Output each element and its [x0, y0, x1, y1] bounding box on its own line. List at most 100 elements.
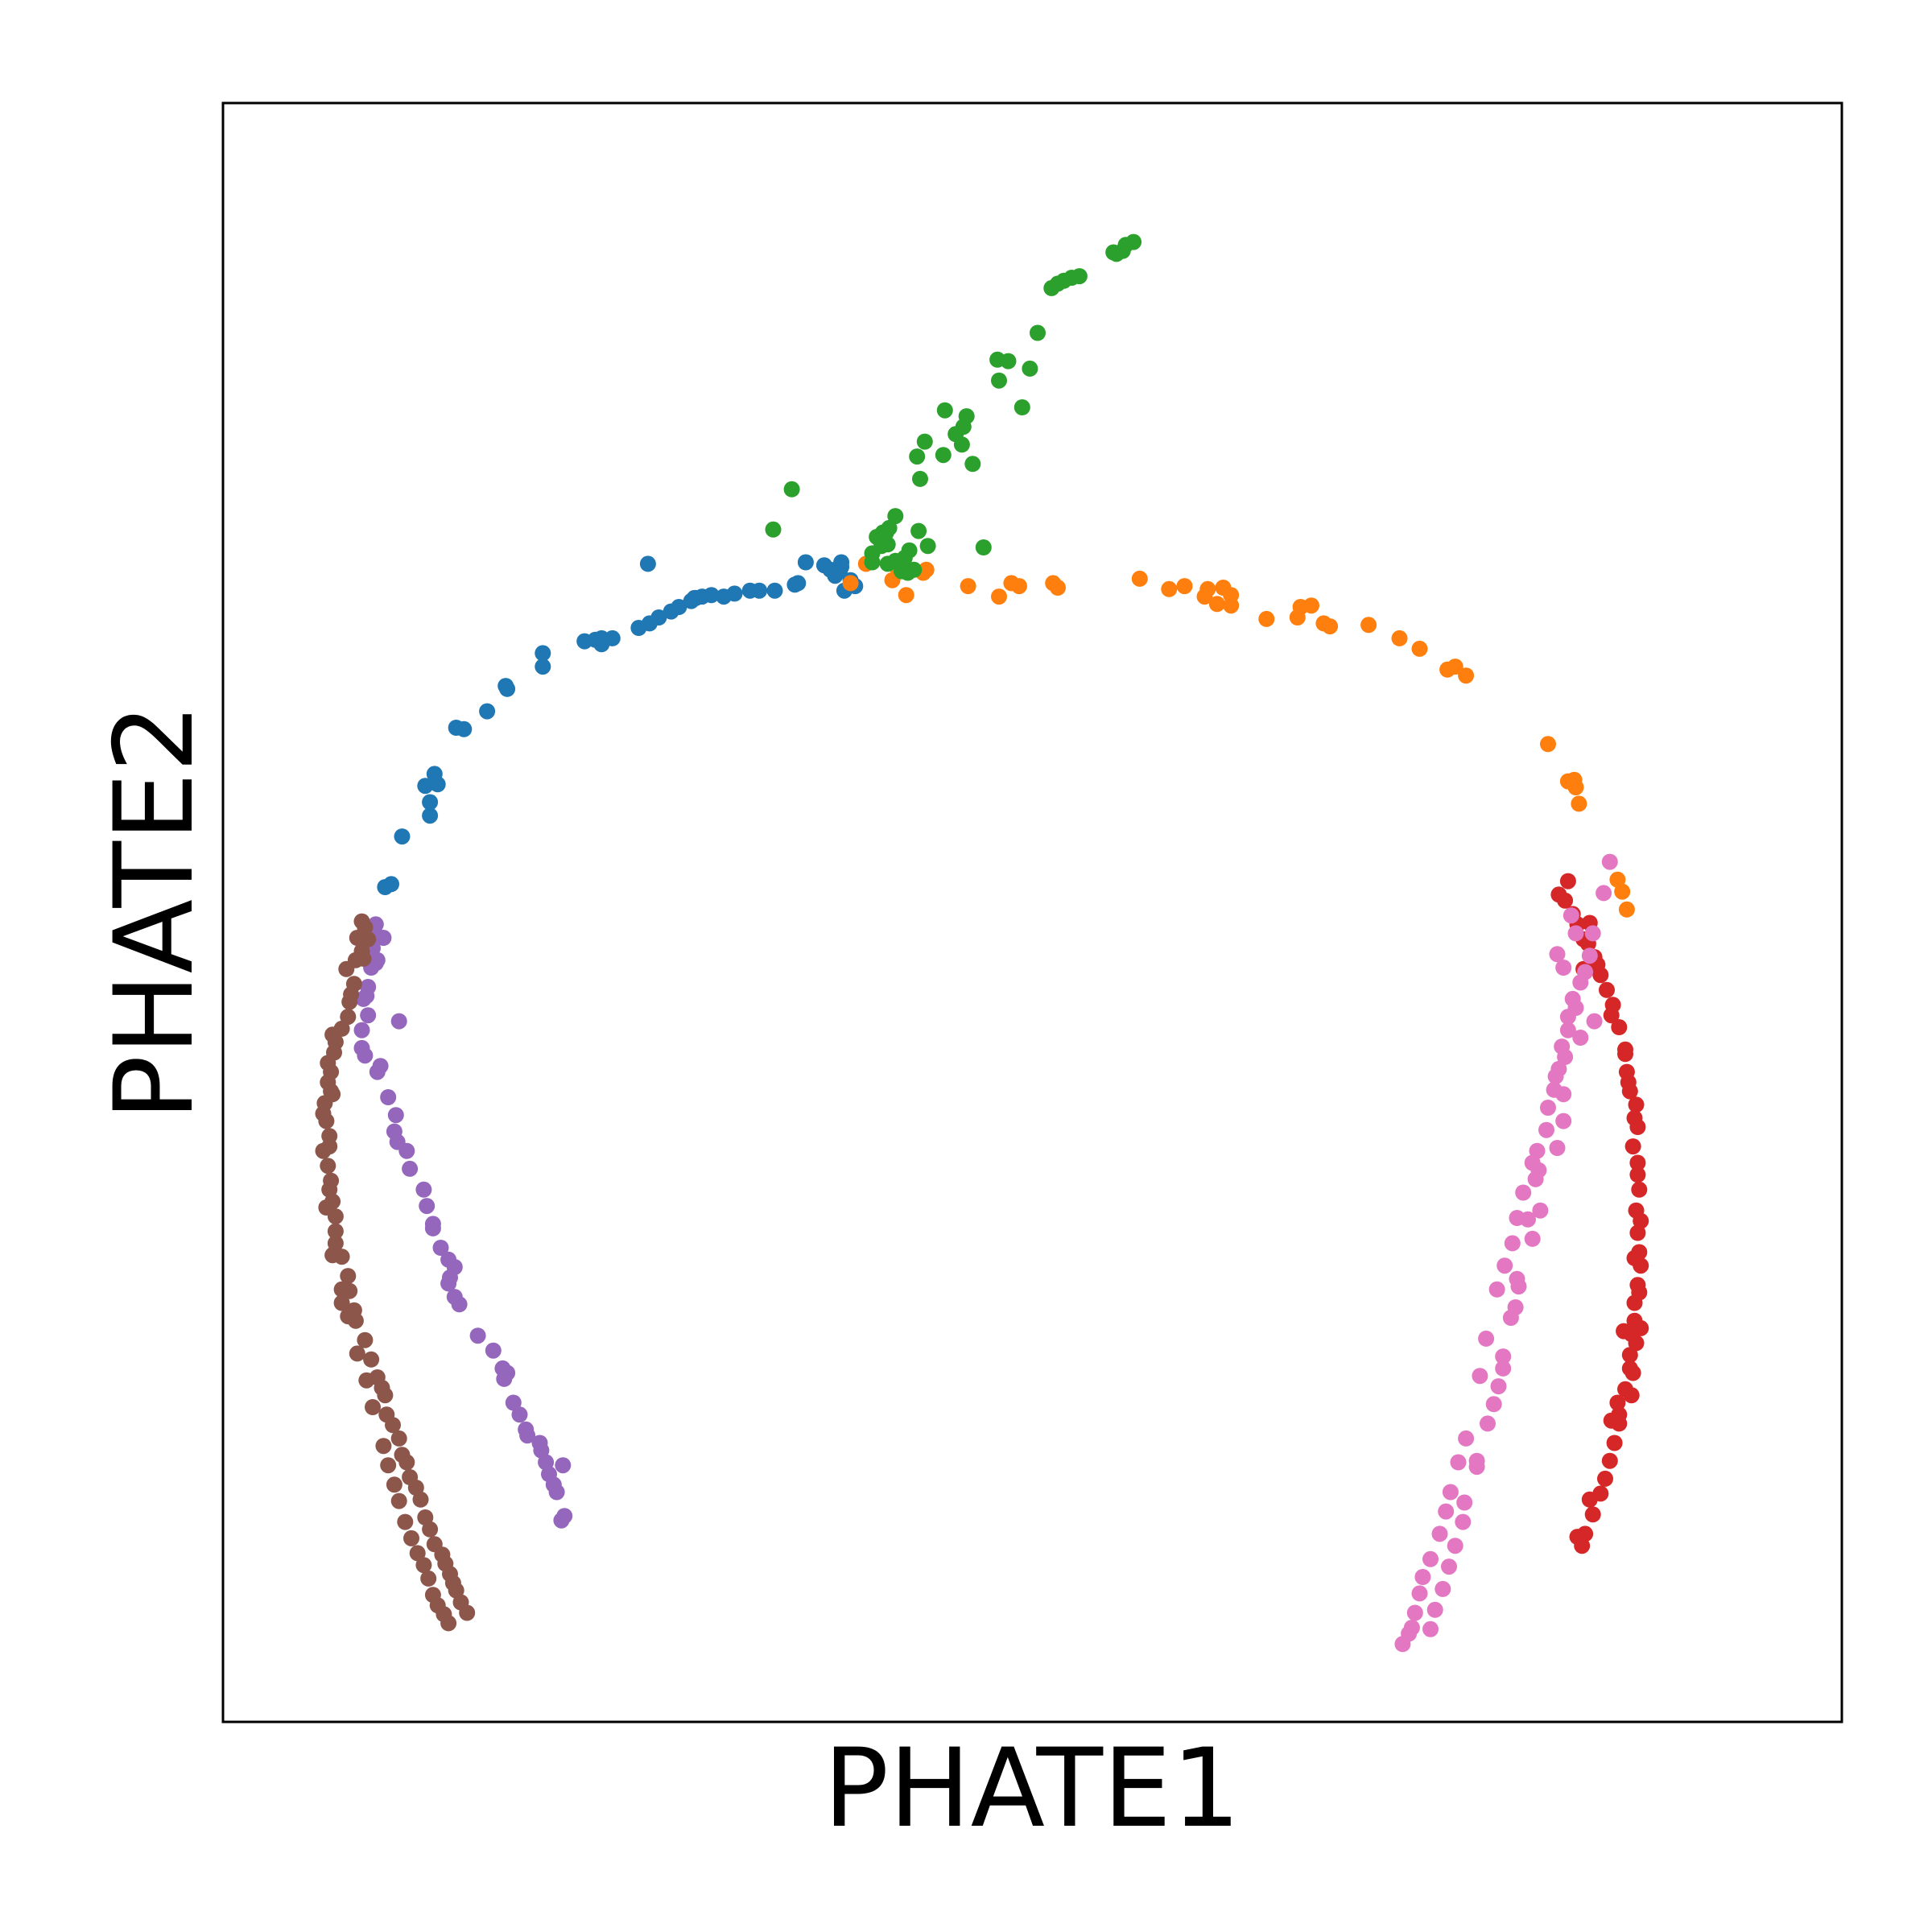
scatter-point — [960, 578, 976, 595]
scatter-point — [333, 1294, 350, 1311]
scatter-point — [318, 1199, 335, 1216]
scatter-point — [1601, 1452, 1618, 1469]
scatter-point — [459, 1604, 476, 1621]
scatter-point — [1176, 578, 1193, 595]
scatter-point — [1411, 1585, 1428, 1602]
scatter-point — [1011, 578, 1027, 595]
scatter-point — [389, 1133, 406, 1150]
scatter-point — [1599, 981, 1615, 998]
scatter-point — [1450, 1454, 1467, 1471]
scatter-point — [1581, 947, 1598, 964]
scatter-point — [1515, 1184, 1532, 1201]
scatter-point — [1442, 1484, 1459, 1501]
scatter-point — [387, 1107, 404, 1124]
scatter-point — [1623, 1387, 1640, 1404]
scatter-point — [703, 587, 720, 604]
scatter-point — [918, 561, 935, 578]
scatter-point — [505, 1394, 522, 1411]
scatter-point — [1626, 1249, 1643, 1266]
scatter-point — [390, 1013, 407, 1030]
scatter-point — [1601, 853, 1618, 870]
scatter-point — [1628, 1096, 1645, 1113]
scatter-point — [1496, 1257, 1513, 1274]
plot-frame — [221, 101, 1843, 1724]
scatter-point — [671, 599, 687, 615]
scatter-point — [1557, 892, 1574, 909]
scatter-point — [380, 1089, 397, 1105]
scatter-point — [417, 778, 434, 795]
scatter-point — [1609, 1394, 1626, 1411]
scatter-point — [469, 1327, 486, 1344]
scatter-point — [424, 1587, 441, 1604]
scatter-point — [1456, 1494, 1473, 1511]
scatter-point — [1629, 1166, 1646, 1183]
scatter-point — [1013, 399, 1030, 415]
scatter-point — [1629, 1119, 1646, 1135]
scatter-point — [375, 930, 392, 946]
scatter-point — [1131, 570, 1148, 587]
scatter-point — [919, 538, 936, 555]
scatter-point — [906, 561, 923, 578]
scatter-point — [420, 1570, 437, 1587]
scatter-point — [412, 1491, 429, 1508]
scatter-point — [1628, 1335, 1645, 1352]
scatter-point — [991, 372, 1007, 389]
scatter-point — [898, 587, 914, 604]
scatter-point — [910, 522, 927, 539]
scatter-point — [1559, 1022, 1576, 1038]
scatter-point — [349, 1345, 365, 1362]
scatter-points — [315, 233, 1649, 1653]
scatter-point — [358, 1372, 375, 1389]
scatter-point — [390, 1430, 407, 1447]
scatter-point — [873, 538, 890, 555]
scatter-point — [1555, 960, 1572, 976]
scatter-point — [1563, 907, 1579, 924]
scatter-point — [1495, 1360, 1512, 1377]
scatter-point — [324, 1247, 341, 1264]
scatter-point — [1629, 1154, 1646, 1171]
scatter-point — [881, 519, 898, 536]
scatter-point — [340, 1308, 357, 1325]
scatter-point — [499, 680, 516, 697]
scatter-point — [340, 1268, 357, 1285]
scatter-point — [1621, 1347, 1638, 1364]
scatter-point — [1406, 1604, 1423, 1621]
scatter-point — [365, 1399, 381, 1415]
scatter-point — [1472, 1368, 1488, 1385]
scatter-point — [320, 1074, 336, 1091]
scatter-point — [1022, 360, 1038, 377]
scatter-point — [1422, 1550, 1439, 1567]
y-axis-label: PHATE2 — [91, 704, 217, 1121]
x-axis-label: PHATE1 — [824, 1725, 1241, 1852]
scatter-point — [1438, 1503, 1455, 1520]
scatter-point — [1606, 1435, 1623, 1451]
scatter-point — [415, 1181, 432, 1198]
scatter-point — [424, 1220, 441, 1236]
scatter-point — [1488, 1281, 1505, 1298]
scatter-point — [358, 988, 375, 1005]
scatter-point — [1510, 1278, 1527, 1295]
scatter-point — [338, 960, 355, 977]
scatter-point — [1616, 1323, 1633, 1340]
scatter-point — [360, 1007, 377, 1024]
scatter-point — [363, 1351, 380, 1368]
scatter-point — [341, 993, 358, 1010]
scatter-point — [1360, 617, 1377, 634]
scatter-point — [1555, 1086, 1572, 1103]
scatter-point — [533, 1442, 550, 1459]
scatter-point — [991, 588, 1007, 605]
scatter-point — [1161, 580, 1178, 597]
scatter-point — [783, 481, 800, 497]
scatter-point — [402, 1160, 419, 1177]
scatter-point — [451, 1296, 468, 1313]
scatter-point — [1000, 353, 1017, 369]
scatter-point — [1620, 1074, 1637, 1091]
scatter-point — [1597, 1470, 1613, 1487]
scatter-point — [1391, 630, 1408, 646]
scatter-point — [751, 582, 768, 599]
scatter-point — [456, 720, 473, 737]
scatter-point — [499, 1364, 516, 1381]
scatter-point — [375, 1438, 392, 1455]
scatter-point — [1030, 324, 1046, 341]
scatter-point — [353, 1022, 370, 1038]
